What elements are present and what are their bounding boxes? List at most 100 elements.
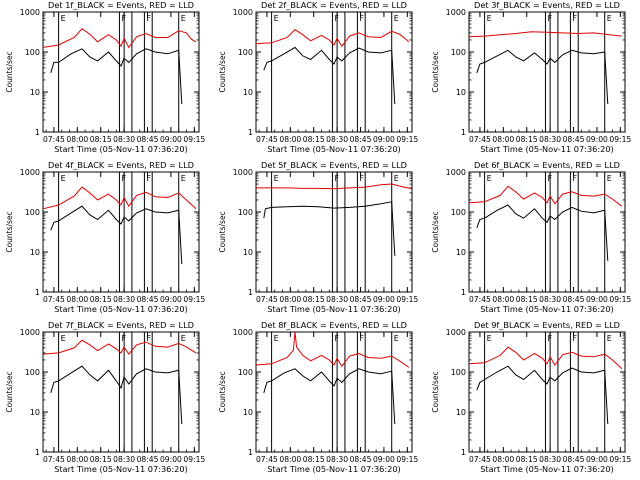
plot-frame	[468, 331, 626, 453]
time-marker-label: F	[572, 174, 577, 183]
x-tick-label: 09:15	[609, 135, 631, 144]
plot-frame	[42, 331, 200, 453]
x-tick-label: 08:30	[326, 455, 348, 464]
x-tick-label: 08:15	[90, 295, 112, 304]
plot-frame	[255, 11, 413, 133]
y-tick-label: 1	[461, 448, 466, 457]
panel-title: Det 8f_BLACK = Events, RED = LLD	[261, 320, 407, 330]
detector-panel-2: Det 2f_BLACK = Events, RED = LLD Counts/s…	[218, 0, 418, 154]
x-tick-label: 07:45	[43, 455, 65, 464]
x-tick-label: 09:00	[586, 295, 608, 304]
events-series-line	[263, 201, 396, 256]
x-tick-label: 09:15	[183, 455, 205, 464]
y-tick-label: 1	[461, 128, 466, 137]
events-series-line	[263, 46, 396, 105]
y-tick-label: 1	[248, 288, 253, 297]
y-tick-label: 1000	[233, 8, 253, 17]
lld-series-line	[42, 28, 197, 49]
y-tick-label: 1000	[20, 168, 40, 177]
time-marker-label: E	[487, 14, 492, 23]
time-marker-label: E	[274, 174, 279, 183]
time-marker-label: E	[607, 14, 612, 23]
y-tick-label: 1000	[233, 328, 253, 337]
time-marker-label: F	[572, 334, 577, 343]
x-tick-label: 09:00	[373, 295, 395, 304]
x-tick-label: 08:15	[303, 455, 325, 464]
time-marker-label: E	[607, 174, 612, 183]
time-marker-label: E	[61, 174, 66, 183]
time-marker-label: E	[394, 14, 399, 23]
detector-panel-9: Det 9f_BLACK = Events, RED = LLD Counts/s…	[431, 320, 631, 474]
events-series-line	[50, 48, 183, 105]
y-tick-label: 1	[248, 448, 253, 457]
x-tick-label: 08:45	[137, 295, 159, 304]
y-axis-label: Counts/sec	[431, 211, 440, 252]
time-marker-label: F	[572, 14, 577, 23]
time-marker-label: F	[359, 174, 364, 183]
time-marker-label: E	[274, 14, 279, 23]
events-series-line	[50, 365, 183, 425]
x-axis-label: Start Time (05-Nov-11 07:36:20)	[480, 464, 614, 474]
time-marker-label: F	[359, 14, 364, 23]
x-tick-label: 08:00	[66, 455, 88, 464]
x-tick-label: 08:45	[350, 135, 372, 144]
x-tick-label: 08:15	[90, 135, 112, 144]
x-tick-label: 08:00	[492, 295, 514, 304]
panel-title: Det 5f_BLACK = Events, RED = LLD	[261, 160, 407, 170]
y-tick-label: 100	[25, 368, 40, 377]
x-tick-label: 08:45	[137, 455, 159, 464]
y-tick-label: 100	[25, 48, 40, 57]
time-marker-label: E	[181, 174, 186, 183]
detector-panel-4: Det 4f_BLACK = Events, RED = LLD Counts/s…	[5, 160, 205, 314]
x-tick-label: 08:00	[279, 295, 301, 304]
panel-title: Det 3f_BLACK = Events, RED = LLD	[474, 0, 620, 10]
plot-frame	[42, 11, 200, 133]
time-marker-label: F	[146, 14, 151, 23]
x-axis-label: Start Time (05-Nov-11 07:36:20)	[267, 464, 401, 474]
x-tick-label: 07:45	[469, 295, 491, 304]
detector-panel-1: Det 1f_BLACK = Events, RED = LLD Counts/s…	[5, 0, 205, 154]
detector-panel-6: Det 6f_BLACK = Events, RED = LLD Counts/s…	[431, 160, 631, 314]
time-marker-label: E	[61, 334, 66, 343]
x-tick-label: 07:45	[469, 455, 491, 464]
x-tick-label: 07:45	[256, 455, 278, 464]
lld-series-line	[256, 183, 413, 190]
panel-title: Det 7f_BLACK = Events, RED = LLD	[48, 320, 194, 330]
plot-frame	[255, 171, 413, 293]
y-tick-label: 1000	[446, 328, 466, 337]
y-tick-label: 10	[243, 248, 253, 257]
panel-title: Det 4f_BLACK = Events, RED = LLD	[48, 160, 194, 170]
x-tick-label: 08:30	[539, 295, 561, 304]
x-tick-label: 08:45	[137, 135, 159, 144]
y-tick-label: 10	[243, 88, 253, 97]
detector-panel-3: Det 3f_BLACK = Events, RED = LLD Counts/s…	[431, 0, 631, 154]
x-tick-label: 09:00	[160, 455, 182, 464]
x-tick-label: 08:00	[492, 455, 514, 464]
x-axis-label: Start Time (05-Nov-11 07:36:20)	[54, 144, 188, 154]
y-tick-label: 10	[30, 248, 40, 257]
x-tick-label: 07:45	[256, 135, 278, 144]
x-tick-label: 08:00	[492, 135, 514, 144]
x-tick-label: 09:15	[396, 295, 418, 304]
x-tick-label: 09:15	[183, 135, 205, 144]
y-tick-label: 1000	[20, 328, 40, 337]
y-tick-label: 100	[238, 208, 253, 217]
x-tick-label: 08:30	[326, 135, 348, 144]
x-tick-label: 09:00	[160, 135, 182, 144]
x-tick-label: 08:15	[303, 295, 325, 304]
x-tick-label: 07:45	[43, 295, 65, 304]
x-tick-label: 09:15	[396, 135, 418, 144]
time-marker-label: E	[394, 174, 399, 183]
lld-series-line	[255, 29, 410, 48]
events-series-line	[50, 205, 183, 265]
events-series-line	[476, 49, 609, 105]
x-tick-label: 08:00	[279, 135, 301, 144]
x-tick-label: 08:30	[113, 455, 135, 464]
y-tick-label: 1000	[233, 168, 253, 177]
lld-series-line	[468, 346, 623, 370]
time-marker-label: E	[181, 14, 186, 23]
x-axis-label: Start Time (05-Nov-11 07:36:20)	[54, 304, 188, 314]
panel-title: Det 1f_BLACK = Events, RED = LLD	[48, 0, 194, 10]
plot-frame	[255, 331, 413, 453]
